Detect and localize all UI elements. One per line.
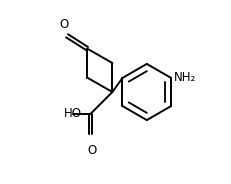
Text: O: O <box>59 18 69 31</box>
Text: NH₂: NH₂ <box>173 71 195 84</box>
Text: HO: HO <box>63 107 81 120</box>
Text: O: O <box>87 144 96 157</box>
